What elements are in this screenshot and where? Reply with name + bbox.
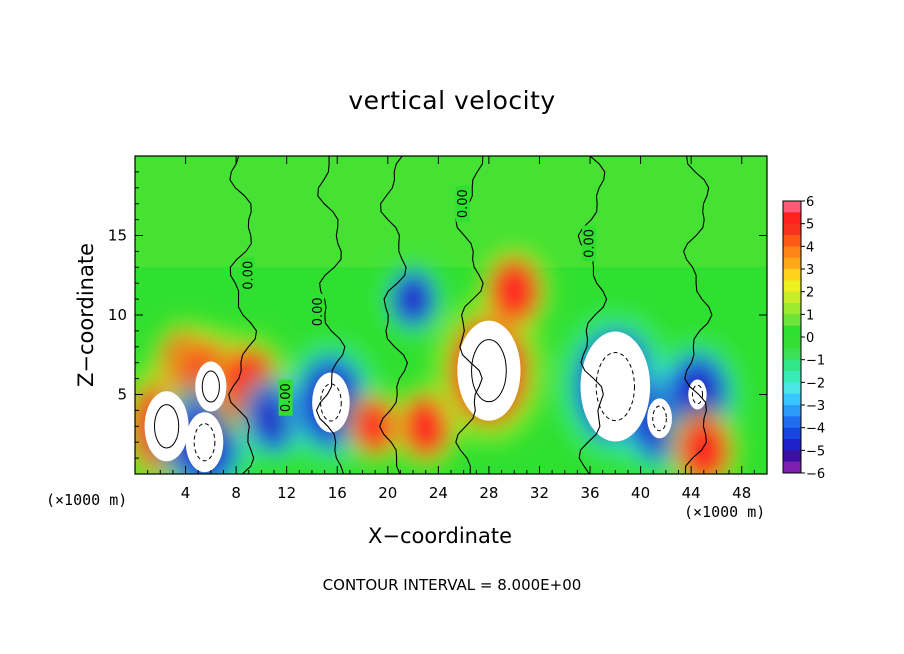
contour-line: [193, 423, 216, 462]
chart-title: vertical velocity: [348, 86, 556, 115]
colorbar-swatch: [783, 337, 801, 349]
contour-label: 0.00: [456, 189, 471, 218]
colorbar-swatch: [783, 257, 801, 270]
saturated-core: [185, 412, 224, 473]
colorbar-swatch: [783, 382, 801, 395]
saturated-core: [144, 391, 189, 462]
zero-contour: [228, 156, 258, 474]
saturated-core: [688, 379, 707, 410]
contour-interval-note: CONTOUR INTERVAL = 8.000E+00: [322, 576, 582, 594]
x-tick-label: 48: [732, 484, 751, 502]
colorbar-tick-label: 3: [806, 263, 814, 278]
colorbar-swatch: [783, 212, 801, 225]
zero-contour: [315, 156, 346, 474]
cell-core: [408, 404, 443, 448]
colorbar-swatch: [783, 439, 801, 451]
x-tick-label: 32: [530, 484, 549, 502]
colorbar-tick-label: 0: [806, 331, 814, 346]
contour-label-bg: [582, 225, 597, 262]
plot-area: 0.00 0.00 0.00 0.00 0.00: [134, 155, 768, 475]
colorbar-swatch: [783, 201, 801, 213]
x-tick-label: 8: [231, 484, 241, 502]
contour-label: 0.00: [583, 229, 598, 258]
x-tick-label: 28: [479, 484, 498, 502]
colorbar-swatch: [783, 416, 801, 429]
colorbar-tick-label: −2: [806, 376, 825, 391]
colorbar-swatch: [783, 393, 801, 406]
cell-core: [686, 427, 722, 474]
colorbar-tick-label: 1: [806, 308, 814, 323]
colorbar-swatch: [783, 348, 801, 361]
contour-label: 0.00: [279, 383, 294, 412]
colorbar-tick-label: −1: [806, 354, 825, 369]
colorbar-tick-label: 2: [806, 286, 814, 301]
colorbar-swatch: [783, 427, 801, 440]
contour-line: [154, 404, 180, 449]
colorbar-swatch: [783, 461, 801, 474]
contour-label-bg: [278, 379, 293, 416]
saturated-core: [647, 398, 672, 439]
colorbar-tick-label: 5: [806, 218, 814, 233]
colorbar-tick-label: 6: [806, 195, 814, 210]
colorbar-swatch: [783, 314, 801, 327]
colorbar-swatch: [783, 371, 801, 383]
upper-field-tint: [135, 156, 767, 268]
x-tick-label: 20: [378, 484, 397, 502]
saturated-core: [195, 361, 227, 412]
contour-line: [691, 384, 704, 405]
cell-core: [360, 407, 391, 446]
colorbar-tick-label: 4: [806, 240, 814, 255]
colorbar-tick-label: −5: [806, 444, 825, 459]
colorbar-swatch: [783, 359, 801, 372]
contour-label: 0.00: [311, 297, 326, 326]
x-tick-label: 24: [429, 484, 448, 502]
colorbar-swatch: [783, 235, 801, 247]
colorbar-swatch: [783, 291, 801, 304]
x-tick-label: 44: [682, 484, 701, 502]
colorbar-tick-label: −3: [806, 399, 825, 414]
colorbar-swatch: [783, 303, 801, 315]
contour-label-bg: [455, 185, 470, 222]
zero-contour: [378, 156, 408, 474]
contour-line: [652, 405, 667, 432]
x-tick-label: 16: [328, 484, 347, 502]
contour-label-bg: [310, 293, 325, 330]
colorbar-swatch: [783, 325, 801, 338]
x-axis-label: X−coordinate: [368, 524, 512, 548]
cell-core: [496, 268, 532, 315]
contour-line: [595, 351, 635, 422]
contour-line: [201, 370, 220, 403]
x-tick-label: 12: [277, 484, 296, 502]
colorbar-swatch: [783, 223, 801, 236]
saturated-core: [580, 331, 651, 442]
colorbar-tick-label: −4: [806, 422, 825, 437]
x-tick-label: 36: [580, 484, 599, 502]
colorbar-swatch: [783, 405, 801, 417]
contour-line: [471, 339, 507, 403]
colorbar-swatch: [783, 450, 801, 463]
x-unit-left: (×1000 m): [46, 491, 128, 509]
saturated-core: [457, 320, 521, 421]
contour-label-bg: [240, 257, 255, 294]
contour-label: 0.00: [241, 261, 256, 290]
contour-line: [320, 383, 342, 422]
colorbar-tick-label: −6: [806, 467, 825, 482]
y-tick-label: 5: [117, 386, 127, 404]
cell-core: [397, 279, 429, 319]
y-tick-label: 10: [108, 306, 127, 324]
colorbar-swatch: [783, 280, 801, 293]
colorbar-swatch: [783, 269, 801, 281]
zero-contour: [577, 156, 608, 474]
colorbar: 6 5 4 3 2 1 0 −1 −2 −3 −4 −5 −6: [782, 195, 825, 482]
saturated-core: [312, 372, 350, 433]
y-tick-label: 15: [108, 227, 127, 245]
y-axis-label: Z−coordinate: [74, 243, 98, 387]
x-unit-right: (×1000 m): [684, 503, 766, 521]
x-tick-label: 40: [631, 484, 650, 502]
colorbar-swatch: [783, 246, 801, 259]
zero-contour: [683, 156, 713, 474]
x-tick-label: 4: [181, 484, 191, 502]
